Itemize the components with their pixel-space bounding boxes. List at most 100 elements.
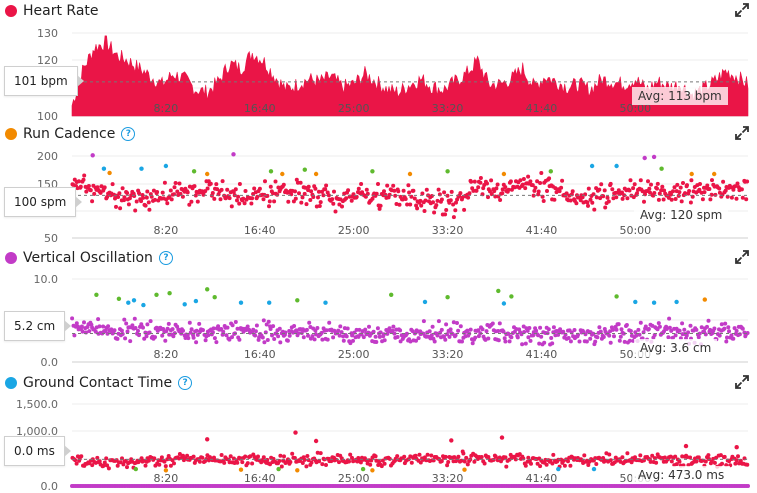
data-point [667, 316, 672, 321]
data-point [134, 199, 139, 204]
data-point [313, 171, 319, 177]
data-point [403, 197, 408, 201]
data-point [141, 302, 146, 308]
data-point [679, 199, 684, 204]
expand-icon[interactable] [735, 375, 749, 389]
data-point [272, 199, 277, 204]
data-point [635, 191, 639, 196]
data-point [261, 318, 266, 323]
data-point [425, 452, 430, 457]
data-point [717, 186, 722, 191]
data-point [249, 201, 254, 206]
data-point [101, 166, 107, 171]
data-point [377, 334, 382, 339]
data-point [614, 327, 619, 332]
data-point [296, 331, 301, 336]
data-point [191, 169, 197, 174]
expand-icon[interactable] [735, 126, 749, 140]
data-point [72, 333, 77, 338]
data-point [267, 204, 271, 209]
data-point [526, 335, 531, 340]
data-point [470, 341, 475, 346]
data-point [270, 191, 275, 196]
x-tick-label: 33:20 [432, 224, 464, 237]
data-point [300, 461, 305, 465]
data-point [727, 329, 731, 334]
data-point [270, 333, 274, 338]
expand-icon[interactable] [735, 250, 749, 264]
data-point [74, 321, 79, 326]
data-point [493, 454, 498, 459]
data-point [535, 461, 540, 466]
data-point [118, 460, 123, 465]
data-point [193, 298, 199, 304]
data-point [739, 187, 744, 192]
data-point [311, 195, 316, 199]
data-point [683, 191, 687, 196]
data-point [363, 327, 368, 332]
data-point [607, 452, 612, 457]
expand-icon[interactable] [735, 3, 749, 17]
data-point [264, 322, 269, 327]
data-point [109, 327, 114, 332]
data-point [523, 341, 528, 346]
data-point [250, 196, 255, 201]
data-point [407, 190, 412, 195]
data-point [101, 324, 106, 329]
data-point [79, 454, 84, 459]
data-point [451, 215, 456, 220]
data-point [616, 188, 621, 193]
data-point [293, 189, 297, 194]
data-point [625, 196, 630, 201]
data-point [227, 337, 232, 342]
data-point [717, 333, 722, 338]
x-tick-label: 41:40 [526, 224, 558, 237]
data-point [522, 330, 527, 334]
data-point [354, 327, 359, 332]
data-point [405, 202, 410, 207]
data-point [162, 180, 167, 185]
data-point [396, 189, 401, 194]
data-point [408, 202, 413, 207]
data-point [560, 178, 565, 183]
data-point [145, 189, 150, 194]
data-point [214, 182, 219, 187]
data-point [294, 177, 299, 182]
data-point [617, 338, 622, 343]
data-point [102, 185, 107, 190]
x-tick-label: 8:20 [154, 472, 179, 485]
data-point [745, 331, 750, 335]
data-point [439, 459, 444, 464]
data-point [268, 184, 273, 189]
data-point [90, 463, 95, 468]
data-point [688, 200, 693, 205]
data-point [614, 163, 619, 169]
data-point [486, 336, 491, 341]
data-point [535, 179, 540, 184]
data-point [344, 196, 349, 201]
data-point [685, 455, 690, 459]
data-point [610, 187, 615, 192]
data-point [458, 191, 463, 196]
data-point [212, 295, 217, 300]
data-point [306, 184, 311, 189]
data-point [539, 171, 544, 175]
heart-rate-legend-dot [5, 5, 17, 17]
x-tick-label: 16:40 [244, 102, 276, 115]
data-point [536, 333, 541, 338]
data-point [580, 195, 585, 200]
data-point [74, 461, 79, 466]
data-point [586, 203, 590, 208]
data-point [708, 197, 713, 202]
help-icon[interactable]: ? [121, 127, 136, 141]
data-point [655, 327, 660, 332]
data-point [521, 456, 526, 461]
help-icon[interactable]: ? [158, 251, 173, 265]
data-point [125, 329, 130, 334]
data-point [582, 453, 587, 458]
data-point [566, 336, 571, 340]
help-icon[interactable]: ? [178, 376, 193, 390]
data-point [76, 179, 81, 184]
